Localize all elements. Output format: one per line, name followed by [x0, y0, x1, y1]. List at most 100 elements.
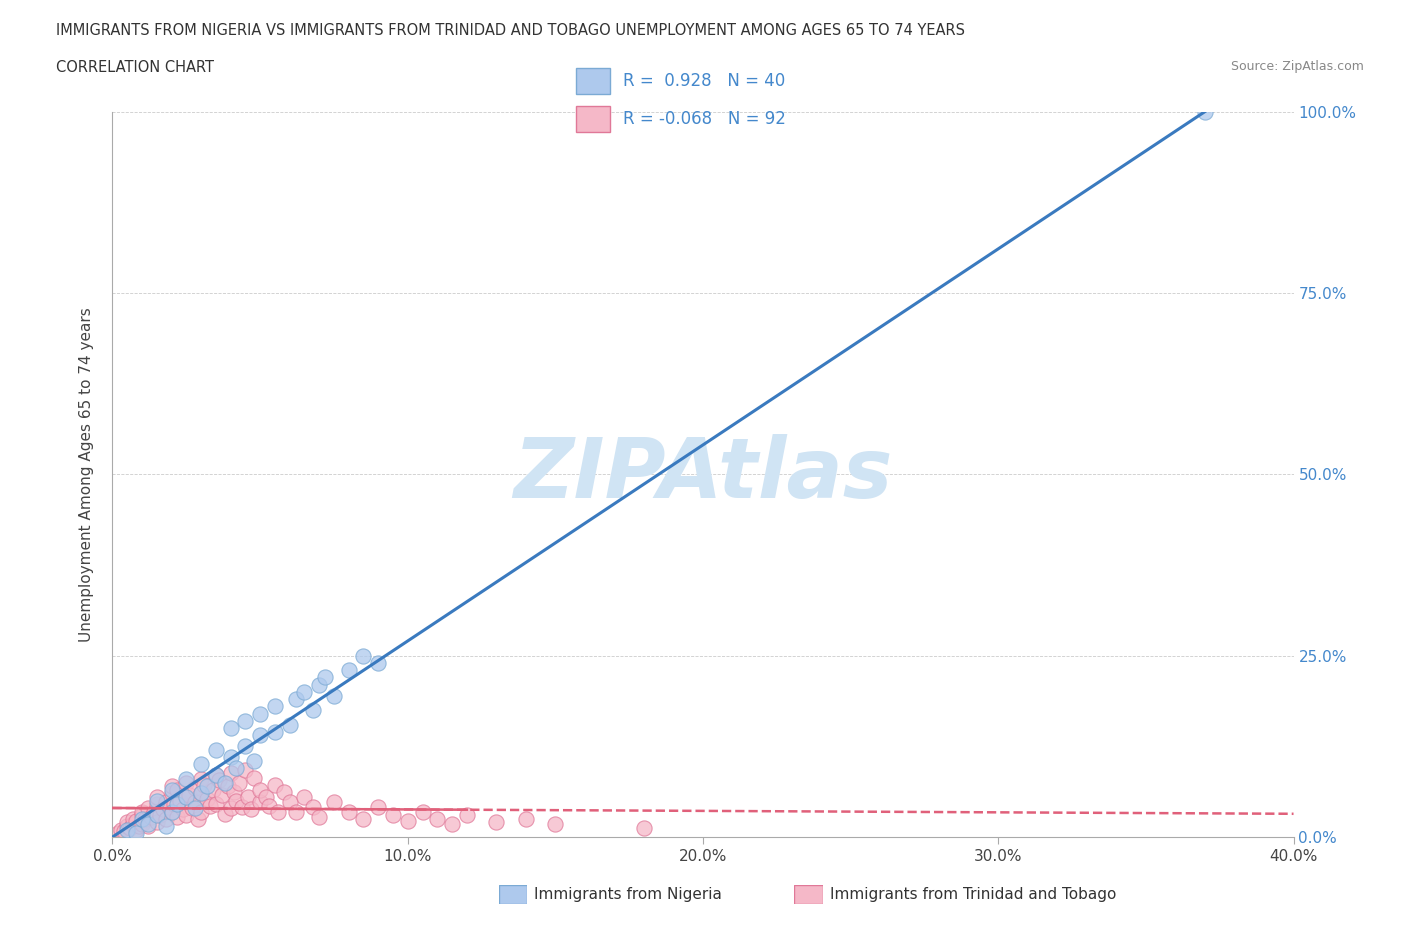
Point: [426, 811, 449, 827]
Point: [184, 801, 207, 816]
Point: [184, 780, 207, 795]
Point: [205, 742, 228, 757]
Point: [117, 815, 138, 830]
Point: [233, 738, 256, 753]
Point: [174, 776, 197, 790]
Point: [117, 818, 138, 833]
Point: [456, 808, 478, 823]
Point: [174, 790, 197, 804]
Point: [198, 798, 221, 813]
Point: [149, 808, 172, 823]
Point: [131, 808, 153, 823]
Point: [201, 782, 224, 797]
Point: [146, 815, 169, 830]
Point: [240, 802, 263, 817]
Point: [163, 797, 186, 812]
Point: [337, 804, 360, 819]
Point: [139, 809, 162, 824]
Point: [107, 826, 129, 841]
Point: [302, 799, 325, 814]
Point: [352, 648, 374, 663]
Point: [211, 788, 233, 803]
Point: [515, 811, 537, 827]
Point: [152, 802, 174, 817]
FancyBboxPatch shape: [576, 106, 610, 132]
Point: [233, 713, 256, 728]
Point: [166, 809, 188, 824]
Point: [249, 706, 271, 721]
Point: [411, 804, 433, 819]
Point: [136, 817, 159, 831]
Point: [292, 790, 315, 804]
Point: [190, 772, 212, 787]
Point: [174, 772, 197, 787]
Point: [243, 753, 266, 768]
Point: [544, 817, 567, 831]
Point: [125, 814, 148, 829]
Point: [131, 811, 153, 827]
Point: [155, 818, 177, 833]
Point: [146, 793, 169, 808]
Point: [284, 804, 307, 819]
Point: [337, 663, 360, 678]
Point: [249, 795, 271, 810]
Point: [125, 826, 148, 841]
Text: IMMIGRANTS FROM NIGERIA VS IMMIGRANTS FROM TRINIDAD AND TOBAGO UNEMPLOYMENT AMON: IMMIGRANTS FROM NIGERIA VS IMMIGRANTS FR…: [56, 23, 966, 38]
Point: [120, 821, 142, 836]
Point: [219, 801, 242, 816]
Point: [122, 817, 145, 831]
Point: [308, 677, 330, 692]
Point: [352, 811, 374, 827]
Point: [193, 777, 215, 792]
Point: [264, 724, 287, 739]
Point: [136, 818, 159, 833]
Point: [131, 817, 153, 831]
Point: [146, 790, 169, 804]
Point: [155, 811, 177, 827]
Point: [231, 799, 253, 814]
Point: [278, 717, 301, 732]
Point: [302, 703, 325, 718]
Point: [1194, 104, 1216, 119]
Point: [208, 773, 231, 788]
Point: [195, 791, 218, 806]
Point: [205, 768, 228, 783]
Point: [238, 790, 260, 804]
Point: [214, 806, 236, 821]
Point: [254, 790, 277, 804]
Point: [136, 801, 159, 816]
Point: [195, 778, 218, 793]
Point: [160, 804, 183, 819]
Point: [278, 795, 301, 810]
Point: [219, 721, 242, 736]
Point: [225, 793, 247, 808]
Point: [267, 804, 290, 819]
Point: [257, 798, 280, 813]
Point: [142, 804, 165, 819]
Point: [367, 799, 389, 814]
Point: [169, 793, 191, 808]
Point: [125, 822, 148, 837]
Text: R = -0.068   N = 92: R = -0.068 N = 92: [623, 110, 786, 128]
Point: [160, 778, 183, 793]
Y-axis label: Unemployment Among Ages 65 to 74 years: Unemployment Among Ages 65 to 74 years: [79, 307, 94, 642]
Point: [396, 814, 419, 829]
Point: [110, 822, 132, 837]
Point: [190, 786, 212, 801]
Point: [284, 692, 307, 707]
Point: [633, 821, 655, 836]
Point: [382, 808, 405, 823]
FancyBboxPatch shape: [576, 69, 610, 94]
Point: [273, 785, 295, 800]
Point: [190, 757, 212, 772]
Point: [264, 777, 287, 792]
Point: [160, 786, 183, 801]
Point: [308, 809, 330, 824]
Point: [160, 804, 183, 819]
Text: ZIPAtlas: ZIPAtlas: [513, 433, 893, 515]
Point: [228, 776, 250, 790]
Text: Immigrants from Nigeria: Immigrants from Nigeria: [534, 887, 723, 902]
Point: [172, 802, 194, 817]
Point: [217, 778, 239, 793]
Point: [146, 797, 169, 812]
